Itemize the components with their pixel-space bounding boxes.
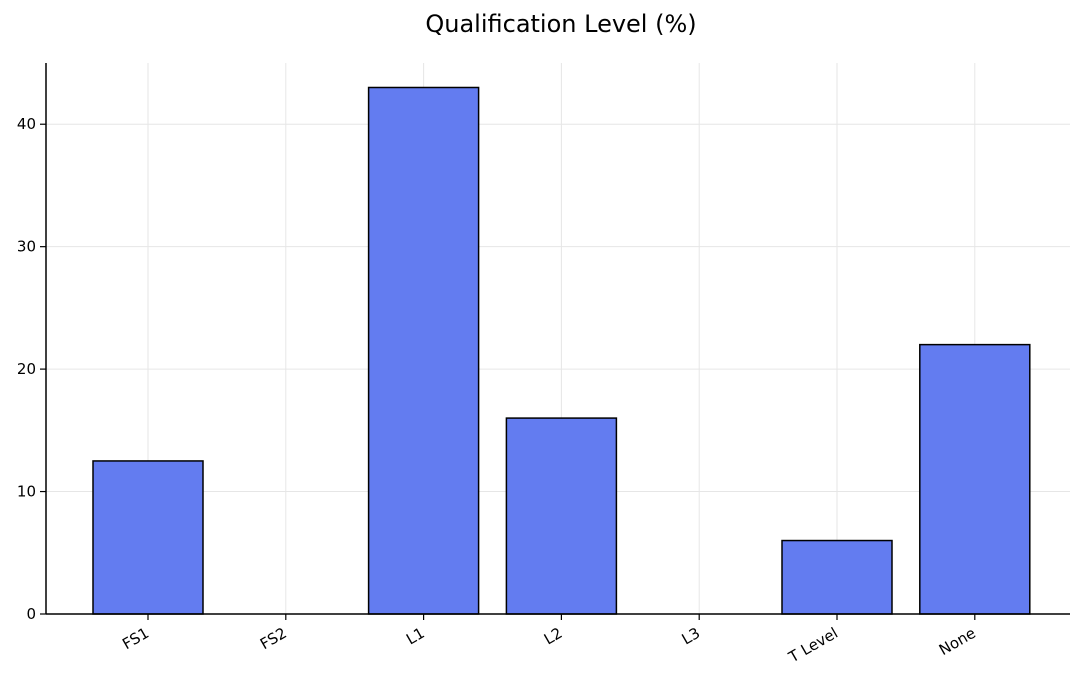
x-tick-label: L3: [679, 624, 704, 649]
bar-t-level: [781, 539, 893, 615]
bars: [92, 86, 1031, 615]
x-tick-label: None: [936, 624, 979, 659]
y-tick-labels: 0 10 20 30 40: [17, 115, 36, 623]
x-tick-label: L2: [541, 624, 566, 649]
y-tick-label: 20: [17, 360, 36, 378]
y-tick-label: 0: [26, 605, 36, 623]
y-tick-label: 30: [17, 238, 36, 256]
x-tick-label: FS2: [257, 624, 290, 653]
axes: [40, 63, 1070, 620]
bar-l2: [505, 417, 618, 615]
grid-lines: [46, 63, 1070, 614]
y-tick-label: 40: [17, 115, 36, 133]
x-tick-label: T Level: [785, 624, 841, 667]
y-tick-label: 10: [17, 483, 36, 501]
chart-title: Qualification Level (%): [425, 10, 696, 38]
bar-l1: [367, 86, 480, 615]
x-tick-label: FS1: [119, 624, 152, 653]
x-tick-label: L1: [403, 624, 428, 649]
bar-fs1: [92, 460, 204, 615]
x-tick-labels: FS1 FS2 L1 L2 L3 T Level None: [119, 624, 979, 667]
bar-none: [919, 343, 1031, 615]
